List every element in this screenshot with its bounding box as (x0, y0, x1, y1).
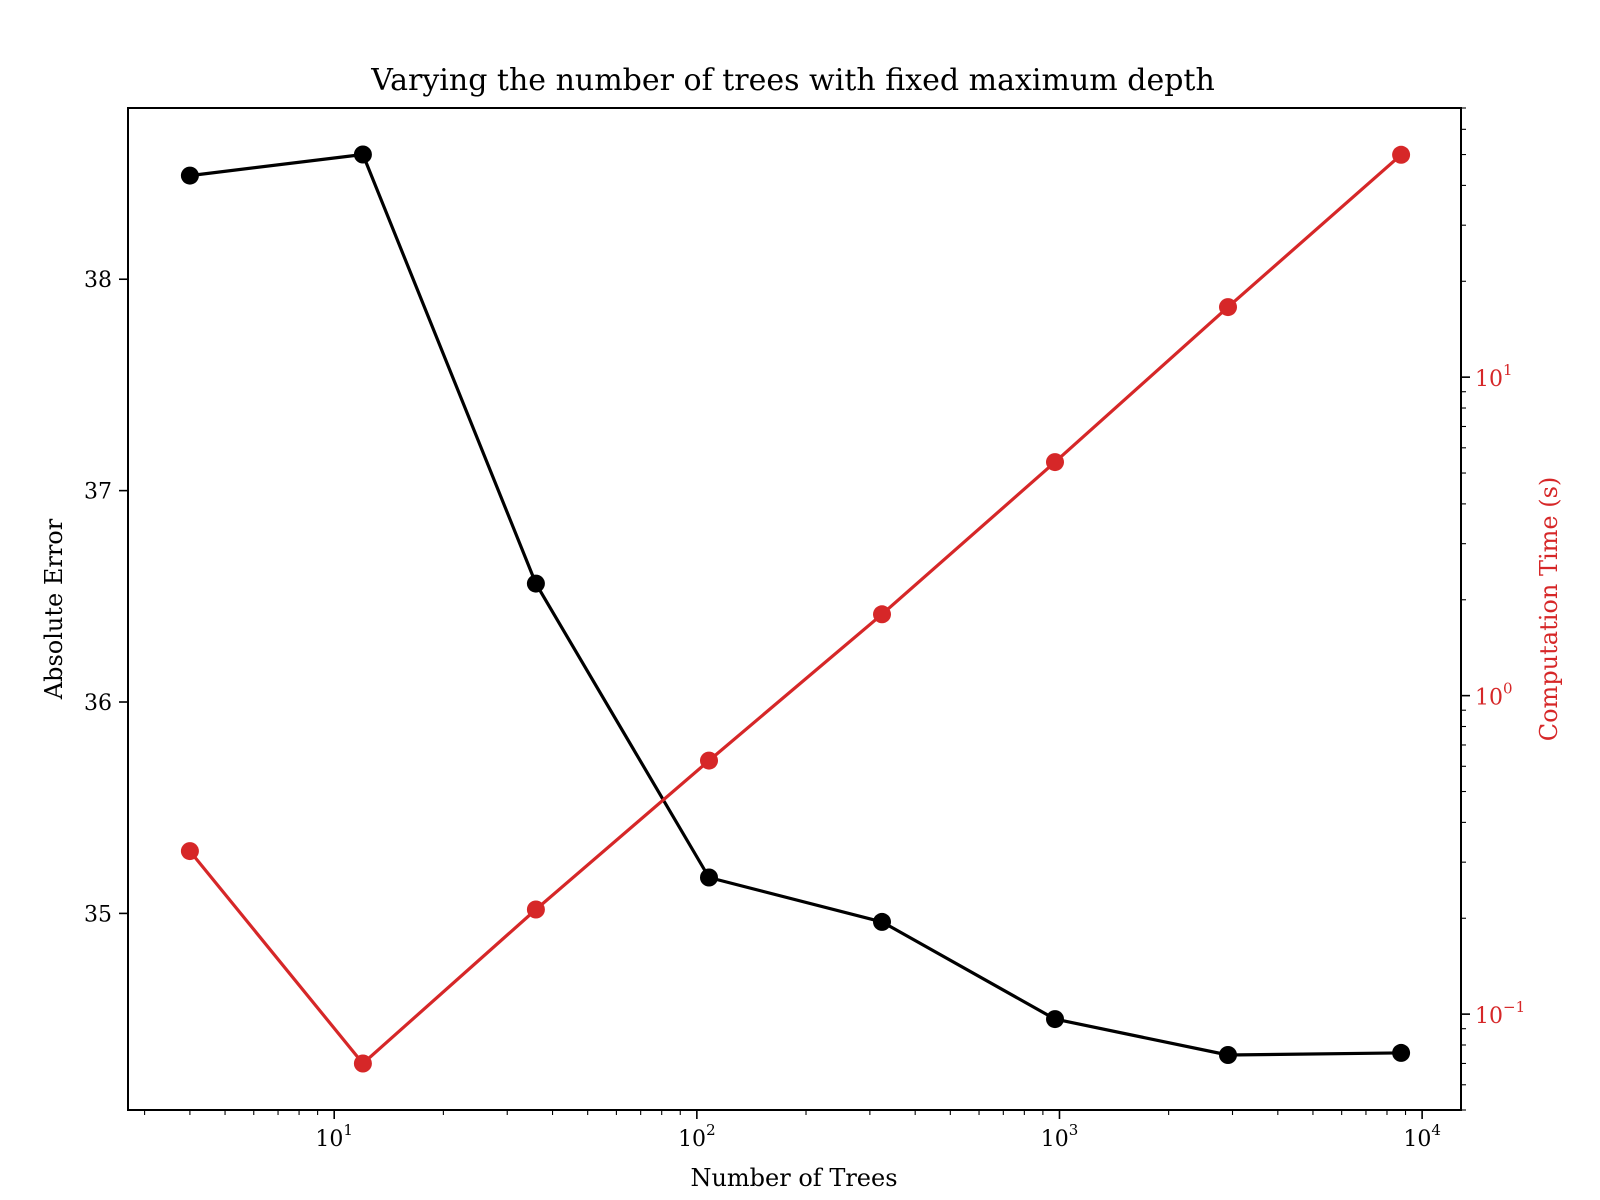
series-1-point-6 (1219, 298, 1237, 317)
series-0-point-3 (700, 868, 718, 887)
series-0-point-1 (353, 145, 372, 164)
series-0-point-0 (180, 166, 199, 185)
x-tick-label-3-base: 10 (1403, 1127, 1431, 1152)
series-0-point-2 (526, 574, 545, 593)
y2-tick-label-1: 100 (1475, 680, 1513, 711)
series-0-line (189, 152, 1402, 1057)
series-1-point-1 (353, 1054, 372, 1073)
x-tick-label-0-exponent: 1 (343, 1121, 353, 1139)
y2-tick-label-2-base: 10 (1475, 367, 1503, 392)
y2-tick-label-0-exponent: −1 (1503, 998, 1525, 1016)
x-tick-label-1: 102 (678, 1121, 716, 1152)
y2-tick-label-1-base: 10 (1475, 686, 1503, 711)
y2-tick-label-0-base: 10 (1475, 1004, 1503, 1029)
y2-tick-label-2-exponent: 1 (1503, 361, 1513, 379)
y2-tick-label-0: 10−1 (1475, 998, 1525, 1029)
x-tick-label-3-exponent: 4 (1431, 1121, 1441, 1139)
y2-axis-label: Computation Time (s) (1535, 477, 1563, 742)
series-1-line (188, 153, 1403, 1066)
series-layer (180, 145, 1411, 1073)
series-0-point-5 (1046, 1010, 1064, 1029)
series-0-point-6 (1219, 1046, 1237, 1064)
x-tick-label-0: 101 (315, 1121, 353, 1152)
series-1-point-5 (1046, 453, 1064, 472)
plot-frame (127, 107, 1462, 1111)
series-1-point-7 (1392, 145, 1411, 164)
y-axis-label: Absolute Error (40, 518, 68, 700)
y-tick-label-0: 35 (84, 902, 112, 927)
y2-tick-label-1-exponent: 0 (1503, 680, 1513, 698)
x-tick-label-3: 104 (1403, 1121, 1441, 1152)
chart-title: Varying the number of trees with fixed m… (370, 63, 1215, 98)
x-tick-label-1-base: 10 (678, 1127, 706, 1152)
x-axis-label: Number of Trees (690, 1164, 897, 1192)
x-tick-label-2: 103 (1041, 1121, 1079, 1152)
series-0-point-7 (1392, 1043, 1411, 1062)
y-tick-label-1: 36 (84, 691, 112, 716)
series-1-point-3 (700, 751, 718, 770)
series-1-point-2 (526, 900, 545, 919)
x-tick-label-2-exponent: 3 (1069, 1121, 1079, 1139)
x-tick-label-0-base: 10 (315, 1127, 343, 1152)
y-tick-label-3: 38 (84, 268, 112, 293)
x-tick-label-1-exponent: 2 (706, 1121, 716, 1139)
y2-tick-label-2: 101 (1475, 361, 1513, 392)
series-0-point-4 (873, 912, 891, 931)
series-1-point-4 (873, 605, 891, 624)
y-tick-label-2: 37 (84, 480, 112, 505)
series-1-point-0 (180, 842, 199, 861)
x-tick-label-2-base: 10 (1041, 1127, 1069, 1152)
